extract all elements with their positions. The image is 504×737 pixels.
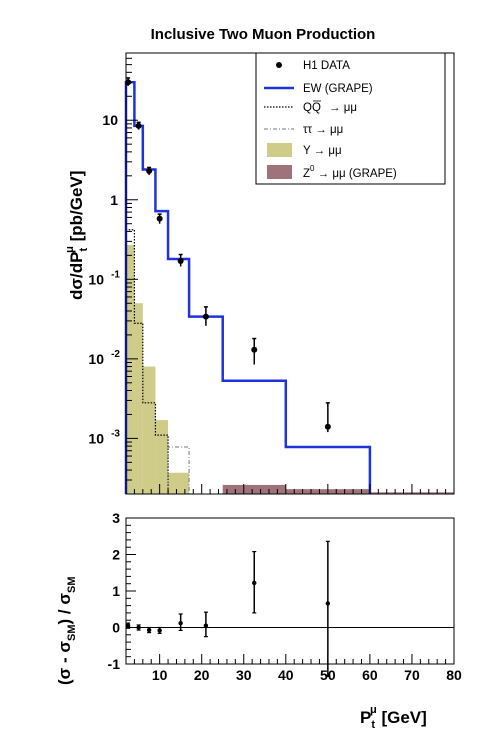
ratio-point-6 — [252, 580, 257, 586]
bottom-data-points — [125, 540, 331, 678]
top-ytick-exp-4: -3 — [111, 428, 120, 439]
upsilon-bar-4 — [168, 472, 190, 494]
data-point-5 — [202, 313, 209, 320]
ratio-point-1 — [136, 625, 141, 630]
top-fill-layer — [126, 244, 454, 494]
ratio-point-4 — [178, 620, 183, 626]
ratio-point-0 — [125, 623, 131, 628]
chart-title: Inclusive Two Muon Production — [151, 26, 376, 43]
legend-z0-swatch — [267, 165, 292, 179]
top-y-axis-label: dσ/dPtμ [pb/GeV] — [64, 171, 90, 300]
legend-upsilon-label: Υ → μμ — [303, 145, 342, 157]
x-axis-label: Ptμ [GeV] — [360, 704, 427, 731]
legend-z0-z: Z — [303, 168, 310, 180]
xlabel-sub: t — [371, 719, 375, 731]
bottom-xtick-label-7: 80 — [446, 667, 462, 683]
top-ytick-label-0: 10 — [102, 112, 118, 128]
ratio-point-3 — [157, 628, 162, 633]
legend-qq-label: QQ → μμ — [303, 100, 357, 114]
bottom-ytick-label-2: 1 — [112, 583, 120, 599]
bot-ylabel-a: (σ - σ — [55, 641, 74, 685]
xlabel-unit: [GeV] — [377, 708, 427, 727]
bottom-ytick-label-0: -1 — [108, 656, 121, 672]
bot-ylabel-mid: ) / σ — [55, 593, 74, 625]
bottom-xtick-label-5: 60 — [362, 667, 378, 683]
upsilon-bar-1 — [134, 303, 143, 494]
top-ylabel-sub: t — [78, 248, 90, 252]
legend-tautau-label: ττ → μμ — [303, 124, 343, 136]
top-ytick-label-4: 10 — [88, 430, 104, 446]
data-point-1 — [135, 122, 142, 129]
ratio-point-5 — [203, 623, 209, 628]
bottom-xtick-label-0: 10 — [152, 667, 168, 683]
bottom-plot-frame — [125, 517, 455, 665]
top-ytick-label-3: 10 — [88, 351, 104, 367]
top-x-ticks — [133, 484, 455, 494]
legend: H1 DATA EW (GRAPE) QQ → μμ ττ → μμ Υ → μ… — [255, 52, 446, 185]
top-ytick-exp-3: -2 — [111, 349, 120, 360]
top-ytick-label-2: 10 — [88, 271, 104, 287]
bottom-xtick-label-4: 50 — [320, 667, 336, 683]
bot-ylabel-sub: SM — [66, 624, 78, 641]
legend-z0-label: Z0 → μμ (GRAPE) — [303, 164, 397, 180]
top-ytick-label-1: 1 — [110, 192, 118, 208]
bottom-xtick-label-2: 30 — [236, 667, 252, 683]
bottom-ytick-label-1: 0 — [112, 620, 120, 636]
legend-z0-sup: 0 — [310, 164, 315, 173]
data-point-4 — [177, 257, 184, 264]
legend-qq-tail: → μμ — [329, 102, 357, 114]
upsilon-bar-0 — [126, 244, 135, 494]
upsilon-bar-2 — [142, 366, 156, 494]
upsilon-bar-3 — [155, 420, 169, 494]
bot-ylabel-sub2: SM — [66, 577, 78, 594]
xlabel-sup: μ — [370, 704, 377, 716]
ratio-point-7 — [325, 601, 331, 606]
legend-upsilon-swatch — [267, 143, 292, 157]
bottom-xtick-label-3: 40 — [278, 667, 294, 683]
data-point-6 — [251, 346, 258, 353]
legend-data-marker — [276, 62, 282, 68]
qq-histogram-line — [125, 229, 169, 494]
top-line-layer — [124, 81, 372, 494]
z0-bar-0 — [222, 484, 286, 494]
xlabel-main: P — [360, 708, 371, 727]
top-ylabel-main: dσ/dP — [67, 252, 86, 300]
legend-z0-tail: → μμ (GRAPE) — [314, 168, 396, 180]
top-ylabel-unit: [pb/GeV] — [67, 171, 86, 247]
bottom-xtick-label-6: 70 — [404, 667, 420, 683]
ew-histogram-line — [124, 81, 372, 494]
data-point-2 — [146, 167, 153, 174]
data-point-7 — [324, 423, 331, 430]
data-point-3 — [156, 215, 163, 222]
legend-ew-label: EW (GRAPE) — [303, 83, 373, 95]
bottom-xtick-label-1: 20 — [194, 667, 210, 683]
ratio-point-2 — [146, 627, 152, 633]
bottom-ytick-label-4: 3 — [112, 510, 120, 526]
bottom-axes: -1 0 1 2 3 10 20 30 40 50 60 70 80 — [108, 510, 462, 683]
top-y-axis: 10 1 10 -1 10 -2 10 -3 — [88, 52, 138, 495]
top-ylabel-sup: μ — [64, 246, 76, 253]
legend-data-label: H1 DATA — [303, 60, 350, 72]
legend-box — [255, 52, 446, 185]
tautau-histogram-line — [167, 446, 190, 494]
top-panel: 10 1 10 -1 10 -2 10 -3 dσ/dPtμ [pb/GeV] H1 DATA… — [64, 52, 455, 495]
top-ytick-exp-2: -1 — [111, 269, 120, 280]
top-data-points — [125, 77, 331, 433]
bottom-ytick-label-3: 2 — [112, 547, 120, 563]
bottom-y-axis-label: (σ - σSM) / σSM — [55, 577, 78, 686]
legend-qq-q: QQ — [303, 102, 321, 114]
